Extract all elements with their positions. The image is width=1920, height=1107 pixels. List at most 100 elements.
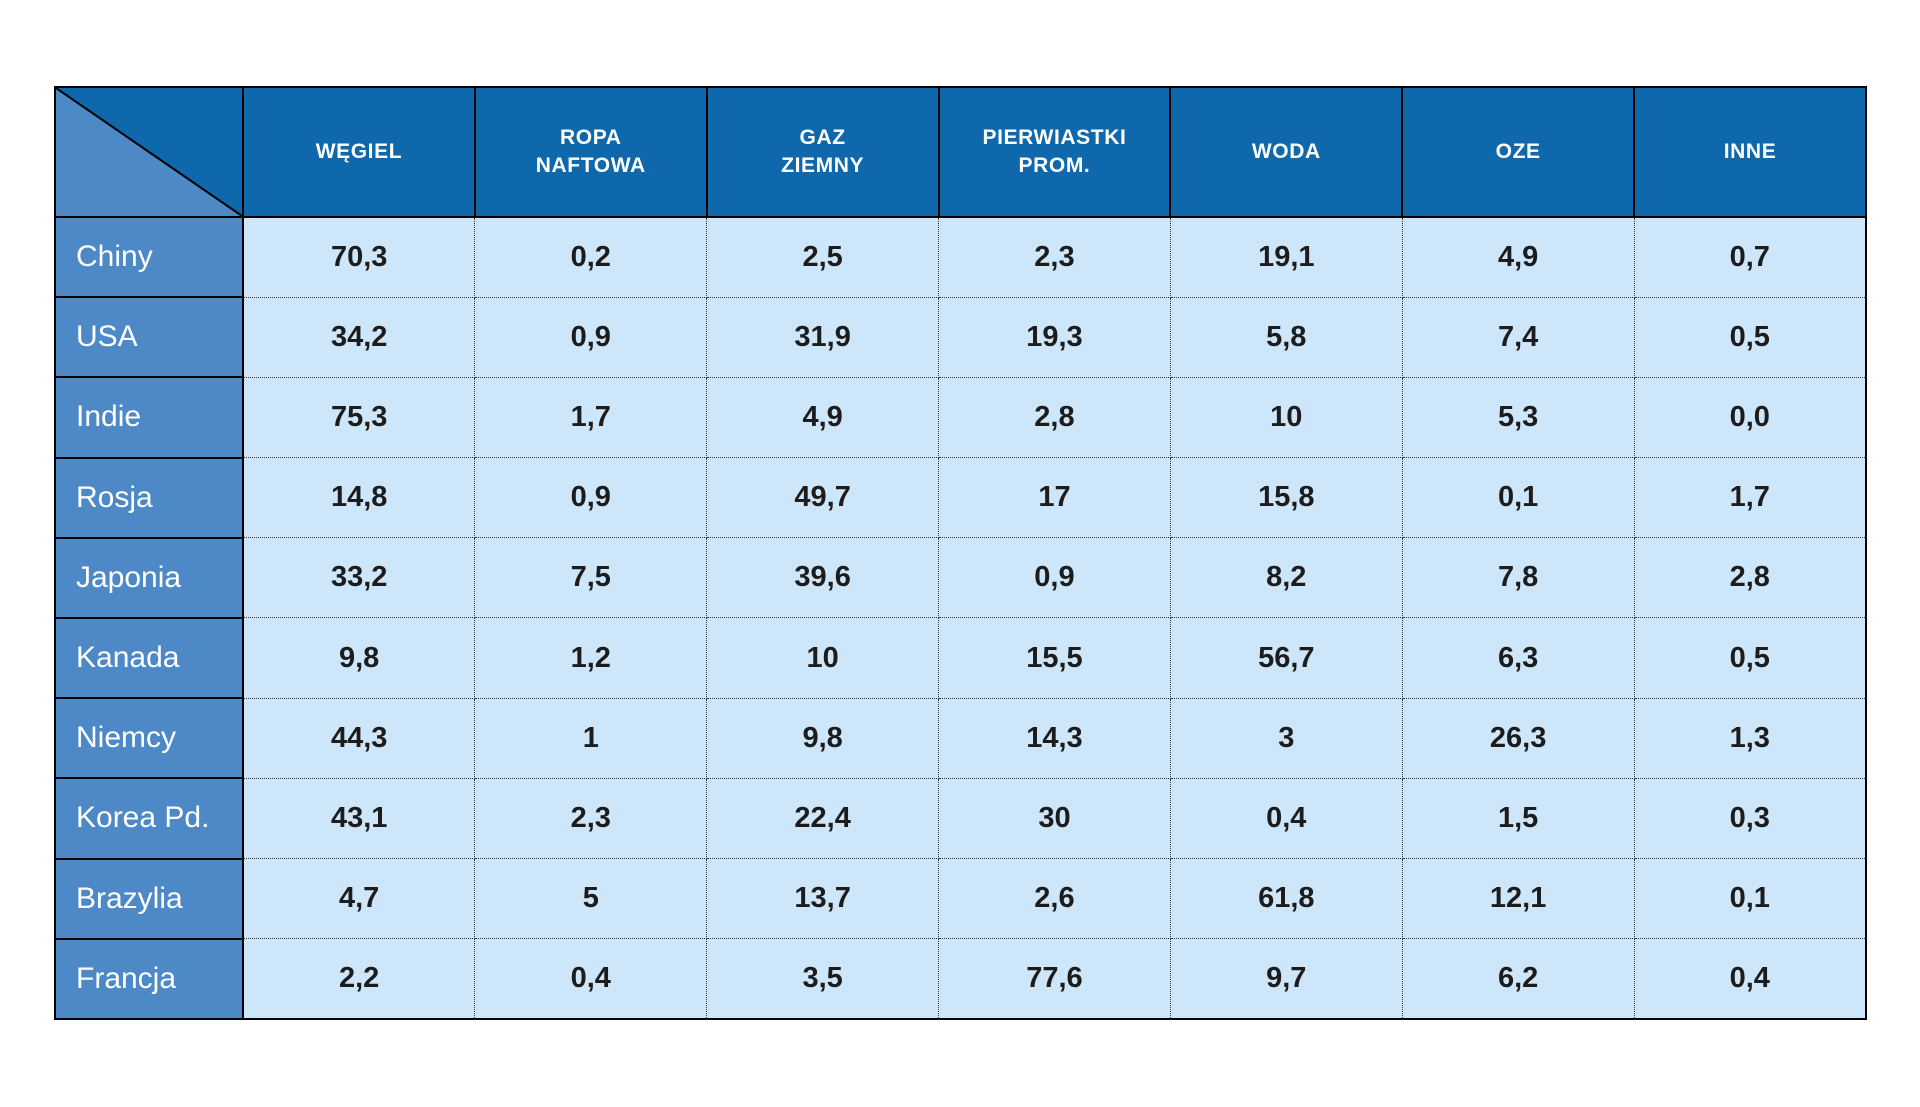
data-cell: 6,3 (1401, 617, 1635, 699)
column-header-line: WODA (1251, 139, 1321, 163)
column-header-line: GAZ (799, 125, 846, 149)
data-cell: 70,3 (242, 216, 476, 298)
data-cell: 3,5 (706, 938, 940, 1020)
row-header-cell: Rosja (54, 456, 244, 539)
table-row: Niemcy 44,3 1 9,8 14,3 3 26,3 1,3 (54, 697, 1867, 780)
table-row: Francja 2,2 0,4 3,5 77,6 9,7 6,2 0,4 (54, 937, 1867, 1021)
column-header-line: INNE (1723, 139, 1777, 163)
diagonal-split-divider (57, 89, 241, 215)
data-cell: 5,3 (1401, 376, 1635, 459)
column-header-line: ZIEMNY (781, 154, 865, 177)
data-cell: 6,2 (1401, 938, 1635, 1020)
data-cell: 44,3 (242, 697, 476, 779)
column-header-cell: WĘGIEL (242, 86, 476, 218)
data-cell: 9,8 (242, 617, 476, 699)
row-header-cell: Chiny (54, 215, 244, 299)
data-cell: 43,1 (242, 777, 476, 860)
data-cell: 1,3 (1633, 697, 1867, 779)
header-row: WĘGIEL ROPA NAFTOWA GAZ ZIEMNY PIERWIASTKI PRO… (54, 86, 1867, 218)
column-header-cell: ROPA NAFTOWA (473, 86, 708, 218)
table-row: Chiny 70,3 0,2 2,5 2,3 19,1 4,9 0,7 (54, 215, 1867, 299)
data-cell: 1,7 (1633, 457, 1867, 539)
data-cell: 9,7 (1169, 938, 1403, 1020)
column-header-line: PROM. (1018, 154, 1091, 177)
data-cell: 2,8 (1633, 537, 1867, 619)
data-cell: 7,5 (474, 537, 708, 619)
column-header-line: PIERWIASTKI (982, 125, 1127, 149)
data-cell: 5 (474, 857, 708, 940)
data-cell: 75,3 (242, 376, 476, 459)
data-cell: 2,3 (938, 216, 1171, 298)
data-cell: 22,4 (706, 777, 940, 860)
data-cell: 49,7 (706, 457, 940, 539)
table-row: Brazylia 4,7 5 13,7 2,6 61,8 12,1 0,1 (54, 857, 1867, 940)
row-header-cell: Korea Pd. (54, 777, 244, 860)
data-cell: 8,2 (1169, 537, 1403, 619)
data-cell: 10 (1169, 376, 1403, 459)
column-header-cell: GAZ ZIEMNY (705, 86, 940, 218)
table-row: USA 34,2 0,9 31,9 19,3 5,8 7,4 0,5 (54, 296, 1867, 379)
energy-sources-table: WĘGIEL ROPA NAFTOWA GAZ ZIEMNY PIERWIASTKI PRO… (54, 86, 1867, 1021)
data-cell: 7,8 (1401, 537, 1635, 619)
data-cell: 12,1 (1401, 857, 1635, 940)
data-cell: 4,9 (706, 376, 940, 459)
data-cell: 15,5 (938, 617, 1171, 699)
table-row: Korea Pd. 43,1 2,3 22,4 30 0,4 1,5 0,3 (54, 777, 1867, 860)
data-cell: 0,2 (474, 216, 708, 298)
column-header-line: OZE (1495, 139, 1541, 163)
column-header-line: ROPA (560, 125, 622, 149)
data-cell: 0,9 (474, 457, 708, 539)
data-cell: 10 (706, 617, 940, 699)
data-cell: 1,7 (474, 376, 708, 459)
data-cell: 56,7 (1169, 617, 1403, 699)
data-cell: 0,1 (1633, 857, 1867, 940)
data-cell: 61,8 (1169, 857, 1403, 940)
data-cell: 3 (1169, 697, 1403, 779)
data-cell: 0,4 (474, 938, 708, 1020)
data-cell: 15,8 (1169, 457, 1403, 539)
data-cell: 0,0 (1633, 376, 1867, 459)
row-header-cell: Japonia (54, 536, 244, 619)
data-cell: 31,9 (706, 296, 940, 378)
table-row: Rosja 14,8 0,9 49,7 17 15,8 0,1 1,7 (54, 456, 1867, 539)
column-header-cell: INNE (1633, 86, 1867, 218)
data-cell: 34,2 (242, 296, 476, 378)
data-cell: 1 (474, 697, 708, 779)
data-cell: 1,2 (474, 617, 708, 699)
data-cell: 2,5 (706, 216, 940, 298)
data-cell: 17 (938, 457, 1171, 539)
data-cell: 2,3 (474, 777, 708, 860)
column-header-cell: OZE (1401, 86, 1636, 218)
data-cell: 33,2 (242, 537, 476, 619)
row-header-cell: Indie (54, 376, 244, 459)
table-row: Japonia 33,2 7,5 39,6 0,9 8,2 7,8 2,8 (54, 536, 1867, 619)
data-cell: 0,5 (1633, 296, 1867, 378)
data-cell: 1,5 (1401, 777, 1635, 860)
data-cell: 0,4 (1633, 938, 1867, 1020)
data-cell: 19,3 (938, 296, 1171, 378)
data-cell: 5,8 (1169, 296, 1403, 378)
table-row: Indie 75,3 1,7 4,9 2,8 10 5,3 0,0 (54, 376, 1867, 459)
data-cell: 14,8 (242, 457, 476, 539)
row-header-cell: USA (54, 296, 244, 379)
data-cell: 0,9 (474, 296, 708, 378)
corner-cell (54, 86, 244, 218)
data-cell: 77,6 (938, 938, 1171, 1020)
table-row: Kanada 9,8 1,2 10 15,5 56,7 6,3 0,5 (54, 616, 1867, 700)
column-header-cell: PIERWIASTKI PROM. (937, 86, 1172, 218)
data-cell: 0,9 (938, 537, 1171, 619)
data-cell: 0,5 (1633, 617, 1867, 699)
data-cell: 39,6 (706, 537, 940, 619)
data-cell: 0,4 (1169, 777, 1403, 860)
data-cell: 9,8 (706, 697, 940, 779)
data-cell: 4,7 (242, 857, 476, 940)
data-cell: 26,3 (1401, 697, 1635, 779)
data-cell: 19,1 (1169, 216, 1403, 298)
data-cell: 2,2 (242, 938, 476, 1020)
data-cell: 0,3 (1633, 777, 1867, 860)
column-header-line: NAFTOWA (535, 154, 646, 177)
row-header-cell: Brazylia (54, 857, 244, 940)
data-cell: 13,7 (706, 857, 940, 940)
table-body: Chiny 70,3 0,2 2,5 2,3 19,1 4,9 0,7 USA 34,2 0,9 31… (54, 215, 1867, 1021)
